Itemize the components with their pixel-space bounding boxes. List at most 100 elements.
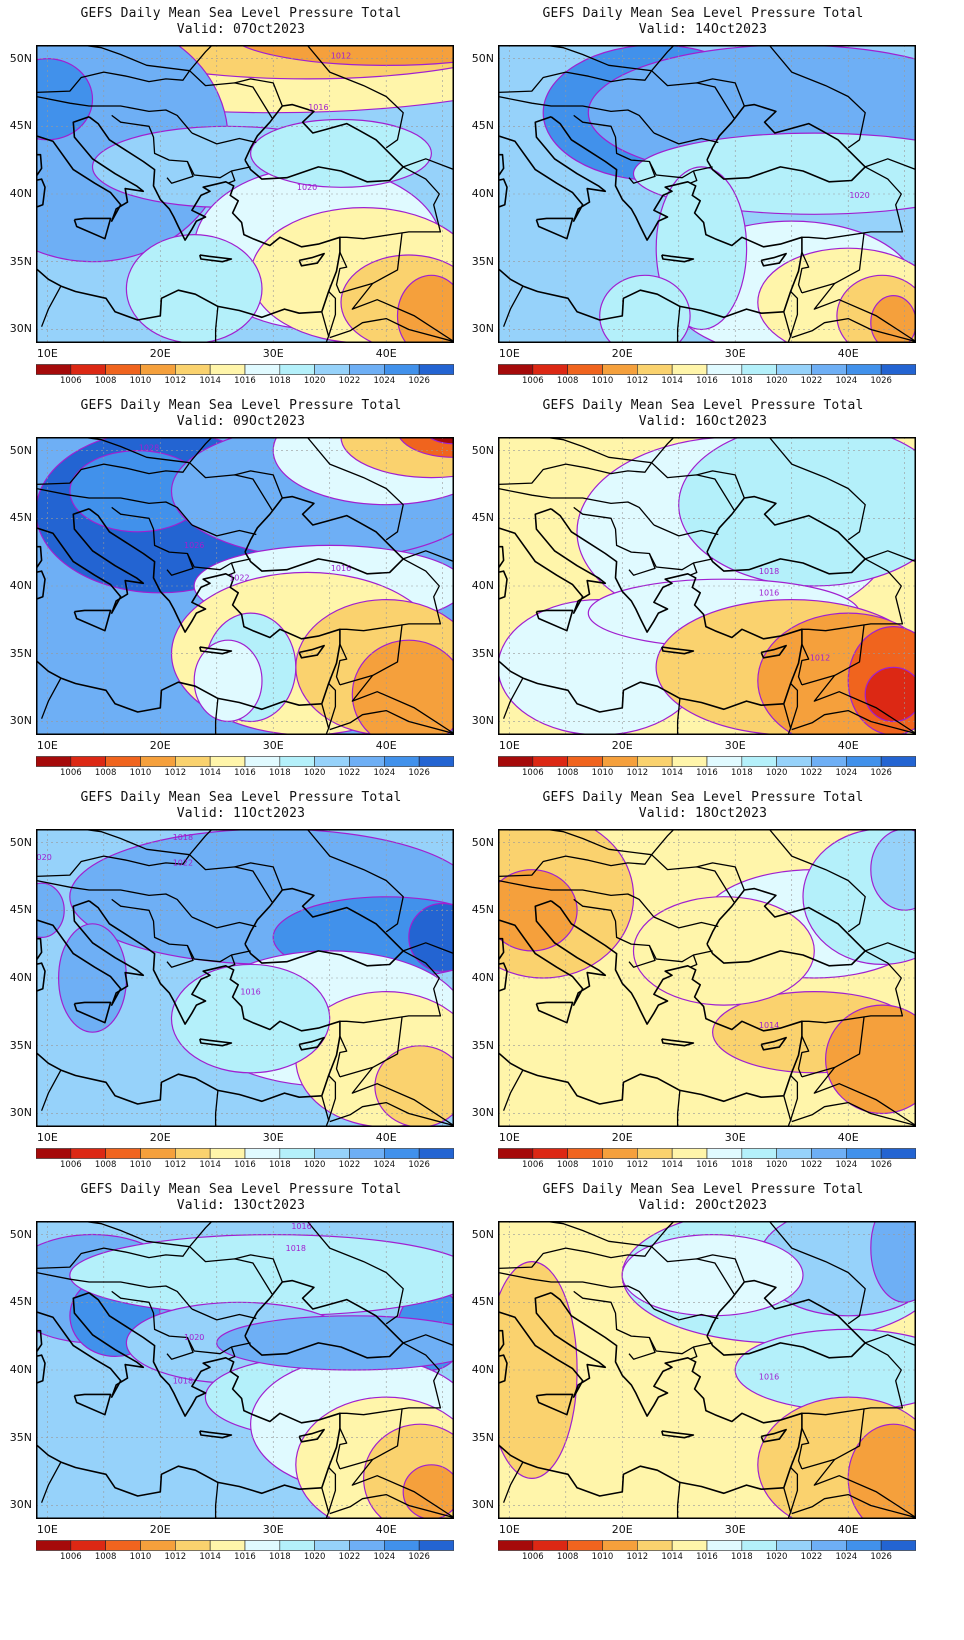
colorbar-swatch — [70, 364, 106, 375]
colorbar-swatch — [36, 1148, 72, 1159]
border — [573, 898, 656, 968]
lon-tick-label: 40E — [375, 1131, 397, 1144]
border — [36, 95, 193, 134]
coastline — [36, 267, 322, 321]
colorbar-swatch — [314, 1540, 350, 1551]
lon-tick-label: 30E — [262, 1523, 284, 1536]
contour-label: 1020 — [36, 853, 52, 862]
border — [339, 950, 442, 1024]
colorbar-swatch — [209, 364, 246, 375]
border — [111, 898, 194, 968]
lon-tick-label: 30E — [724, 1131, 746, 1144]
colorbar-label: 1024 — [835, 768, 858, 778]
colorbar-swatch — [602, 1540, 638, 1551]
border — [573, 114, 656, 184]
border — [81, 1221, 190, 1248]
coastline — [36, 962, 46, 993]
colorbar-label: 1012 — [164, 768, 187, 778]
colorbar-swatch — [567, 1148, 603, 1159]
border — [234, 1254, 283, 1283]
border — [402, 1334, 454, 1347]
colorbar-swatch — [637, 756, 673, 767]
coastline — [498, 900, 607, 1006]
border — [40, 1461, 62, 1503]
border — [321, 311, 330, 343]
coastline — [498, 178, 508, 209]
border — [339, 1017, 403, 1078]
colorbar-swatch — [36, 756, 72, 767]
colorbar-swatch — [567, 756, 603, 767]
border — [339, 166, 442, 240]
lat-tick-label: 35N — [471, 1430, 494, 1444]
border — [327, 683, 337, 729]
coastline — [661, 646, 695, 655]
colorbar-swatch — [140, 364, 176, 375]
border — [498, 70, 653, 94]
border — [653, 1308, 719, 1321]
coastline — [760, 252, 787, 267]
colorbar-swatch — [314, 756, 350, 767]
border — [864, 550, 916, 563]
border — [648, 161, 713, 179]
colorbar — [498, 1540, 916, 1551]
border — [339, 233, 403, 294]
contour-label: 1018 — [173, 833, 193, 842]
coastline — [244, 103, 405, 183]
panel-title: GEFS Daily Mean Sea Level Pressure Total — [80, 790, 402, 805]
border — [801, 1017, 865, 1078]
contour-label: 1022 — [229, 574, 249, 583]
colorbar-swatch — [175, 1148, 211, 1159]
border — [234, 470, 283, 499]
lat-tick-label: 40N — [9, 1363, 32, 1376]
colorbar-label: 1020 — [303, 1552, 326, 1562]
lon-tick-label: 40E — [837, 739, 859, 752]
colorbar-swatch — [279, 756, 315, 767]
panel-valid-date: Valid: 16Oct2023 — [638, 414, 768, 429]
pressure-fill-region — [498, 1261, 578, 1479]
lon-tick-label: 20E — [149, 739, 171, 752]
pressure-fill-region — [250, 118, 433, 188]
border — [327, 1467, 337, 1513]
colorbar-label: 1008 — [556, 1160, 579, 1170]
border — [797, 1035, 810, 1078]
coastline — [535, 217, 574, 240]
lon-tick-label: 30E — [724, 347, 746, 360]
map-frame — [498, 1221, 916, 1519]
coastline — [498, 659, 784, 713]
colorbar-label: 1016 — [234, 768, 256, 778]
coastline — [550, 900, 803, 1097]
colorbar-swatch — [349, 756, 385, 767]
contour-label: 1014 — [759, 1021, 779, 1030]
colorbar-label: 1024 — [373, 768, 396, 778]
coastline — [706, 103, 867, 183]
colorbar-swatch — [209, 756, 246, 767]
colorbar-swatch — [776, 1540, 812, 1551]
lon-tick-label: 30E — [262, 347, 284, 360]
panel-title: GEFS Daily Mean Sea Level Pressure Total — [542, 1182, 864, 1197]
border — [791, 1101, 916, 1127]
colorbar-label: 1022 — [800, 376, 823, 386]
contour-label: 1012 — [810, 654, 830, 663]
panel-title: GEFS Daily Mean Sea Level Pressure Total — [80, 1182, 402, 1197]
colorbar-swatch — [105, 1540, 141, 1551]
colorbar-label: 1006 — [522, 1160, 544, 1170]
colorbar-swatch — [532, 364, 568, 375]
colorbar-label: 1008 — [94, 1160, 117, 1170]
contour-label: 1016 — [759, 1373, 779, 1382]
colorbar-label: 1022 — [800, 1160, 823, 1170]
lat-tick-label: 35N — [471, 646, 494, 660]
colorbar-label: 1018 — [731, 1160, 753, 1170]
border — [801, 233, 865, 294]
lat-tick-label: 50N — [9, 835, 32, 849]
lon-tick-label: 10E — [36, 1523, 58, 1536]
lon-tick-label: 10E — [498, 1523, 520, 1536]
border — [191, 524, 257, 537]
border — [653, 916, 719, 929]
border — [813, 1066, 916, 1127]
border — [689, 1346, 698, 1360]
colorbar-swatch — [384, 364, 420, 375]
colorbar-label: 1012 — [626, 376, 649, 386]
colorbar-label: 1020 — [765, 1552, 788, 1562]
border — [191, 132, 257, 145]
border — [651, 437, 675, 464]
